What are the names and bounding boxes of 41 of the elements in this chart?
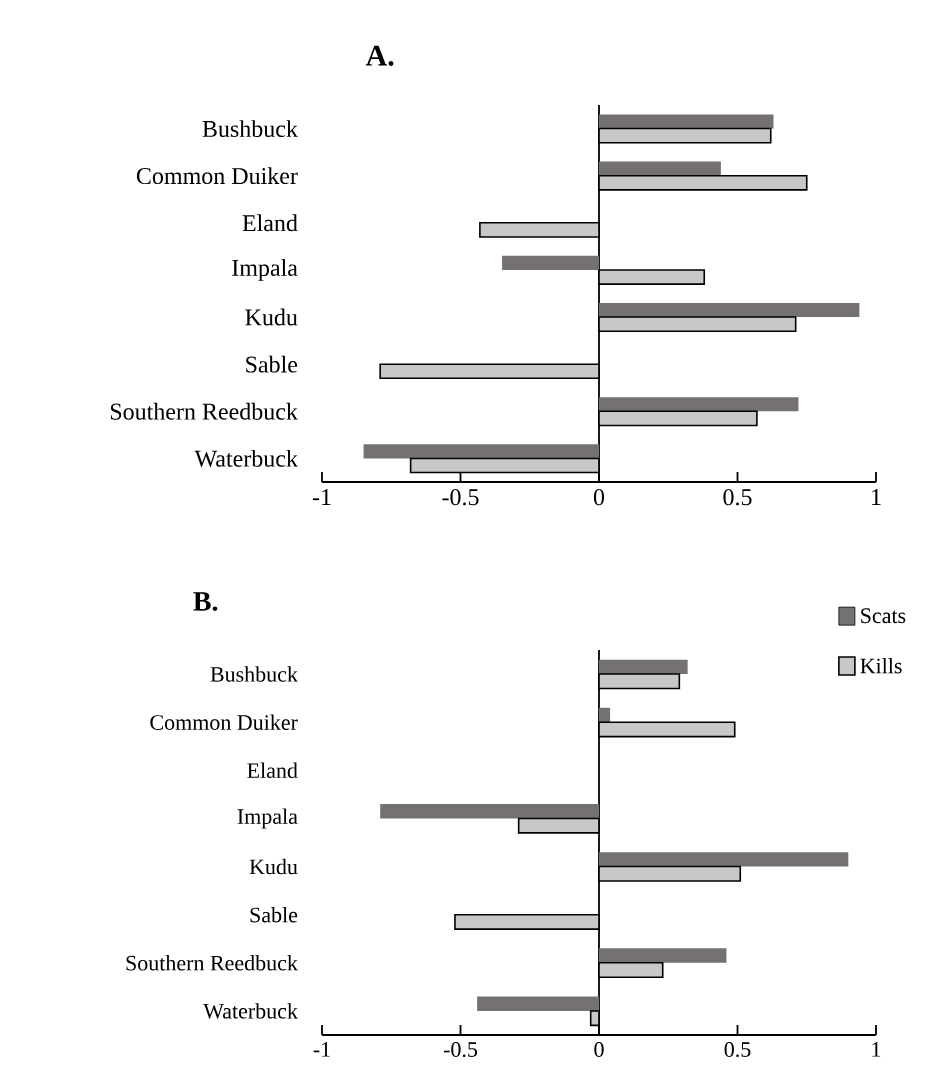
bar <box>599 397 799 412</box>
y-tick-label: Bushbuck <box>202 120 298 137</box>
bar <box>599 948 727 963</box>
y-tick-label: Eland <box>247 762 298 779</box>
y-tick-label: Eland <box>242 214 298 232</box>
y-tick-label: Sable <box>246 355 298 373</box>
y-tick-label: Common Duiker <box>136 167 298 185</box>
y-tick-label: Impala <box>237 808 298 829</box>
x-tick-label: 1 <box>872 1042 881 1057</box>
y-tick-label: Bushbuck <box>210 666 298 682</box>
bar <box>502 255 599 270</box>
y-tick-label: Impala <box>232 259 298 281</box>
chart-title: A. <box>365 45 394 66</box>
x-tick-label: -0.5 <box>442 489 479 506</box>
x-tick-label: -0.5 <box>443 1042 478 1058</box>
y-tick-label: Waterbuck <box>203 1003 298 1019</box>
y-tick-label: Common Duiker <box>150 714 298 730</box>
legend-label: Scats <box>861 608 906 624</box>
y-tick-label: Kudu <box>249 858 298 875</box>
y-tick-label: Southern Reedbuck <box>110 402 298 420</box>
bar <box>599 659 688 675</box>
x-tick-label: 1 <box>872 489 881 505</box>
x-tick-label: 0 <box>594 1042 604 1057</box>
x-tick-label: 0.5 <box>724 1042 751 1058</box>
chart-title: B. <box>193 592 218 611</box>
x-tick-label: 0 <box>593 489 605 506</box>
y-tick-label: Southern Reedbuck <box>126 955 298 971</box>
y-tick-label: Sable <box>250 906 298 923</box>
bar <box>380 804 599 819</box>
y-tick-label: Kudu <box>245 308 298 326</box>
bar <box>599 114 774 129</box>
bar <box>599 161 721 176</box>
bar <box>599 852 849 867</box>
x-tick-label: -1 <box>313 1042 330 1057</box>
bar <box>363 444 599 459</box>
x-tick-label: 0.5 <box>723 489 752 506</box>
x-tick-label: -1 <box>312 489 331 505</box>
bar <box>599 302 860 318</box>
legend-label: Kills <box>860 657 902 674</box>
y-tick-label: Waterbuck <box>194 449 298 467</box>
bar <box>477 996 599 1011</box>
